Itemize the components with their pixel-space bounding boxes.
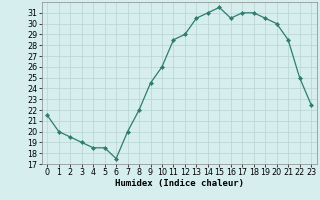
X-axis label: Humidex (Indice chaleur): Humidex (Indice chaleur) [115, 179, 244, 188]
